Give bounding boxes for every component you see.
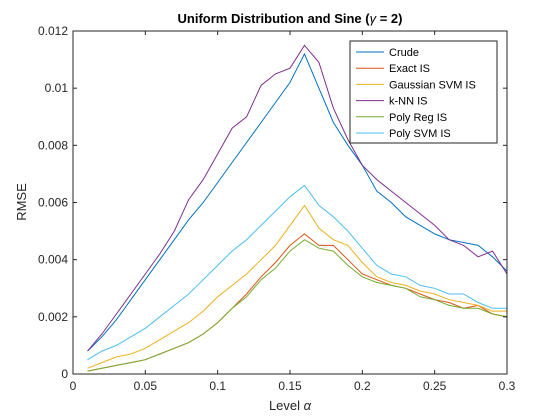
legend-box (349, 40, 498, 144)
x-tick-label: 0.05 (134, 379, 158, 393)
legend-label: Gaussian SVM IS (389, 79, 476, 91)
legend-label: Exact IS (389, 63, 430, 75)
legend: Crude Exact IS Gaussian SVM IS k-NN IS Poly … (349, 40, 498, 144)
series-line-4 (87, 44, 508, 352)
legend-label: Poly Reg IS (389, 112, 447, 124)
series-line-1 (87, 52, 508, 352)
x-tick-label: 0.25 (423, 379, 447, 393)
y-tick-label: 0 (61, 367, 68, 381)
ticks-layer: 0 0.05 0.1 0.15 0.2 0.25 0.3 0 0.002 0.004 0.006 0.… (38, 24, 516, 393)
y-tick-label: 0.006 (38, 196, 68, 210)
y-axis-label: RMSE (14, 183, 29, 221)
x-tick-label: 0.15 (278, 379, 302, 393)
y-tick-label: 0.012 (38, 24, 68, 38)
x-axis-label: Level α (269, 398, 312, 413)
legend-label: k-NN IS (389, 96, 428, 108)
series-layer (87, 44, 508, 372)
legend-label: Poly SVM IS (389, 128, 451, 140)
series-line-6 (87, 184, 507, 361)
x-tick-label: 0.3 (499, 379, 516, 393)
x-tick-label: 0 (70, 379, 77, 393)
y-tick-label: 0.01 (45, 81, 69, 95)
legend-label: Crude (389, 47, 419, 59)
x-tick-label: 0.2 (354, 379, 371, 393)
series-line-3 (87, 204, 507, 369)
y-tick-label: 0.008 (38, 138, 68, 152)
series-line-5 (87, 239, 508, 372)
y-tick-label: 0.004 (38, 253, 68, 267)
chart-title: Uniform Distribution and Sine (γ = 2) (178, 11, 403, 26)
y-tick-label: 0.002 (38, 310, 68, 324)
x-tick-label: 0.1 (209, 379, 226, 393)
